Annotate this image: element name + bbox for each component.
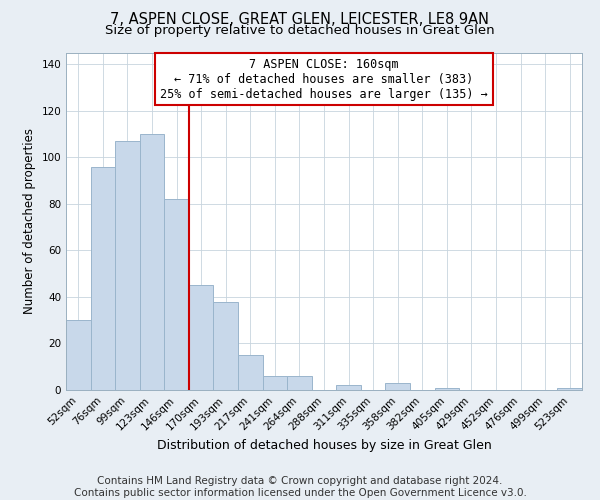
X-axis label: Distribution of detached houses by size in Great Glen: Distribution of detached houses by size … <box>157 438 491 452</box>
Bar <box>140 134 164 390</box>
Text: 7 ASPEN CLOSE: 160sqm
← 71% of detached houses are smaller (383)
25% of semi-det: 7 ASPEN CLOSE: 160sqm ← 71% of detached … <box>160 58 488 100</box>
Bar <box>238 355 263 390</box>
Bar <box>287 376 312 390</box>
Bar <box>189 286 214 390</box>
Bar <box>557 388 582 390</box>
Bar <box>434 388 459 390</box>
Bar <box>336 386 361 390</box>
Bar <box>66 320 91 390</box>
Bar <box>91 166 115 390</box>
Y-axis label: Number of detached properties: Number of detached properties <box>23 128 36 314</box>
Bar <box>115 141 140 390</box>
Bar <box>385 383 410 390</box>
Bar <box>164 199 189 390</box>
Bar <box>263 376 287 390</box>
Text: Size of property relative to detached houses in Great Glen: Size of property relative to detached ho… <box>105 24 495 37</box>
Bar <box>214 302 238 390</box>
Text: Contains HM Land Registry data © Crown copyright and database right 2024.
Contai: Contains HM Land Registry data © Crown c… <box>74 476 526 498</box>
Text: 7, ASPEN CLOSE, GREAT GLEN, LEICESTER, LE8 9AN: 7, ASPEN CLOSE, GREAT GLEN, LEICESTER, L… <box>110 12 490 28</box>
